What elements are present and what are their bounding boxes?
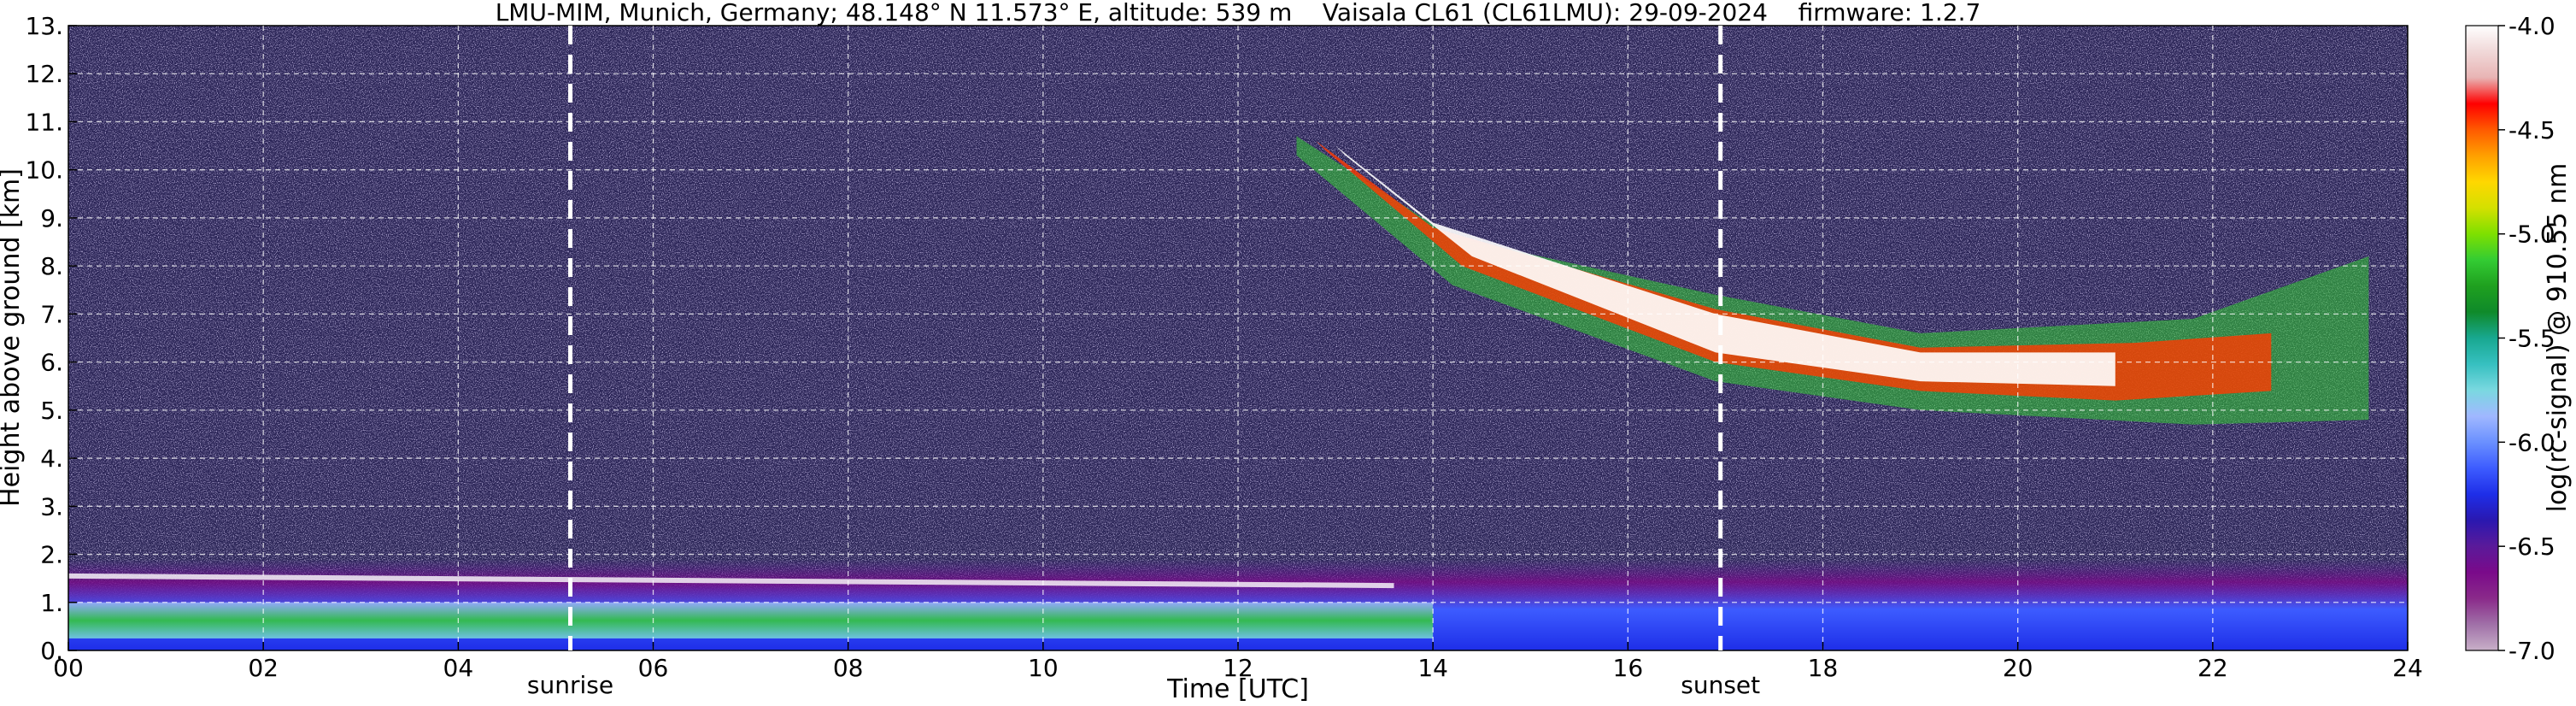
colorbar-tick-label: -7.0 bbox=[2509, 637, 2555, 665]
colorbar-gradient bbox=[2465, 25, 2499, 651]
x-axis-label: Time [UTC] bbox=[1166, 674, 1309, 704]
y-tick-label: 10. bbox=[25, 156, 63, 185]
chart-title: LMU-MIM, Munich, Germany; 48.148° N 11.5… bbox=[496, 0, 1981, 26]
y-tick-label: 12. bbox=[25, 60, 63, 88]
y-tick-label: 2. bbox=[40, 541, 63, 569]
x-tick-label: 10 bbox=[1028, 654, 1059, 682]
sun-events: sunrise sunset bbox=[527, 26, 1760, 699]
y-tick-label: 5. bbox=[40, 397, 63, 425]
x-tick-label: 14 bbox=[1417, 654, 1448, 682]
y-tick-label: 13. bbox=[25, 12, 63, 40]
x-tick-label: 20 bbox=[2003, 654, 2033, 682]
y-tick-label: 1. bbox=[40, 589, 63, 617]
colorbar: -4.0 -4.5 -5.0 -5.5 -6.0 -6.5 -7.0 log(rc-sign… bbox=[2465, 12, 2573, 665]
colorbar-tick-label: -4.5 bbox=[2509, 116, 2555, 144]
colorbar-tick-label: -6.0 bbox=[2509, 428, 2555, 456]
y-tick-label: 8. bbox=[40, 252, 63, 280]
x-tick-label: 08 bbox=[833, 654, 864, 682]
y-tick-label: 9. bbox=[40, 204, 63, 232]
y-tick-label: 11. bbox=[25, 108, 63, 136]
x-tick-label: 22 bbox=[2198, 654, 2228, 682]
x-tick-label: 12 bbox=[1223, 654, 1253, 682]
x-tick-label: 00 bbox=[53, 654, 84, 682]
event-label: sunrise bbox=[527, 671, 613, 699]
y-axis-label: Height above ground [km] bbox=[0, 168, 26, 507]
x-axis-ticks: 00 02 04 06 08 10 12 14 16 18 20 22 24 bbox=[53, 642, 2423, 682]
y-tick-label: 7. bbox=[40, 300, 63, 328]
y-tick-label: 4. bbox=[40, 444, 63, 473]
x-tick-label: 02 bbox=[248, 654, 279, 682]
colorbar-tick-label: -6.5 bbox=[2509, 532, 2555, 561]
boundary-layer-aerosol bbox=[68, 602, 1434, 638]
colorbar-tick-label: -5.5 bbox=[2509, 325, 2555, 353]
event-label: sunset bbox=[1681, 671, 1760, 699]
y-tick-label: 3. bbox=[40, 492, 63, 521]
x-tick-label: 16 bbox=[1613, 654, 1644, 682]
x-tick-label: 06 bbox=[638, 654, 669, 682]
colorbar-label: log(rc-signal) @ 910.55 nm bbox=[2543, 163, 2573, 513]
x-tick-label: 04 bbox=[443, 654, 474, 682]
y-axis-ticks: 0. 1. 2. 3. 4. 5. 6. 7. 8. 9. 10. 11. 12. 13. bbox=[25, 12, 77, 665]
colorbar-ticks: -4.0 -4.5 -5.0 -5.5 -6.0 -6.5 -7.0 bbox=[2498, 12, 2555, 665]
x-tick-label: 18 bbox=[1808, 654, 1839, 682]
grid-lines bbox=[68, 26, 2408, 650]
x-tick-label: 24 bbox=[2392, 654, 2423, 682]
colorbar-tick-label: -4.0 bbox=[2509, 12, 2555, 40]
boundary-layer-top bbox=[68, 573, 1394, 589]
y-tick-label: 6. bbox=[40, 349, 63, 377]
colorbar-tick-label: -5.0 bbox=[2509, 221, 2555, 249]
y-tick-label: 0. bbox=[40, 637, 63, 665]
